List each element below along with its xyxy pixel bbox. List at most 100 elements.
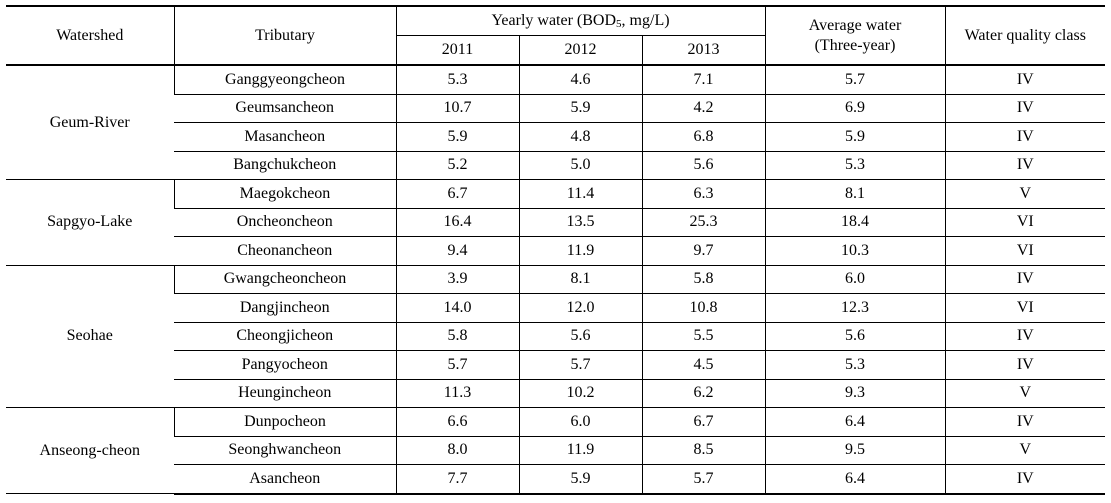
average-cell: 5.7 <box>764 65 946 95</box>
tributary-cell: Ganggyeongcheon <box>173 65 396 95</box>
table-row: Sapgyo-Lake Maegokcheon 6.7 11.4 6.3 8.1 V <box>6 179 1106 266</box>
tributary-cell: Asancheon <box>174 464 396 495</box>
tributary-cell: Oncheoncheon <box>174 208 396 237</box>
value-2011-cell: 5.9 <box>395 122 519 152</box>
value-2011-cell: 5.7 <box>395 350 519 380</box>
header-yearly-prefix: Yearly water (BOD <box>491 12 617 29</box>
tributary-cell: Cheonancheon <box>174 236 396 266</box>
header-yearly-suffix: , mg/L) <box>621 12 670 29</box>
watershed-cell: Seohae <box>6 265 174 408</box>
value-2012-cell: 4.6 <box>518 65 642 95</box>
watershed-cell: Geum-River <box>6 65 174 180</box>
value-2013-cell: 4.2 <box>641 94 766 123</box>
value-2013-cell: 6.7 <box>641 407 766 437</box>
value-2012-cell: 11.9 <box>518 236 642 266</box>
table-row: Bangchukcheon 5.2 5.0 5.6 5.3 IV <box>6 151 1106 180</box>
average-cell: 12.3 <box>764 293 946 323</box>
table-container: Watershed Tributary Yearly water (BOD5, … <box>6 5 1106 495</box>
class-cell: IV <box>944 151 1106 180</box>
header-tributary: Tributary <box>173 5 396 66</box>
header-yearly-water: Yearly water (BOD5, mg/L) <box>395 5 766 36</box>
value-2013-cell: 4.5 <box>641 350 766 380</box>
tributary-cell: Cheongjicheon <box>174 322 396 351</box>
tributary-cell: Heungincheon <box>174 379 396 408</box>
average-cell: 9.5 <box>764 436 946 465</box>
header-average-line2: (Three-year) <box>814 36 896 54</box>
value-2011-cell: 5.8 <box>395 322 519 351</box>
value-2012-cell: 5.9 <box>518 464 642 495</box>
tributary-cell: Maegokcheon <box>173 179 396 209</box>
tributary-cell: Geumsancheon <box>174 94 396 123</box>
water-quality-table: Watershed Tributary Yearly water (BOD5, … <box>6 5 1106 495</box>
class-cell: IV <box>944 322 1106 351</box>
value-2013-cell: 5.6 <box>641 151 766 180</box>
value-2012-cell: 12.0 <box>518 293 642 323</box>
value-2011-cell: 3.9 <box>395 265 519 294</box>
table-row: Seonghwancheon 8.0 11.9 8.5 9.5 V <box>6 436 1106 465</box>
value-2011-cell: 7.7 <box>395 464 519 495</box>
header-water-quality-class: Water quality class <box>944 5 1106 66</box>
watershed-cell: Anseong-cheon <box>6 407 174 494</box>
table-row: Seohae Gwangcheoncheon 3.9 8.1 5.8 6.0 IV <box>6 265 1106 408</box>
value-2012-cell: 4.8 <box>518 122 642 152</box>
value-2011-cell: 6.7 <box>395 179 519 209</box>
value-2011-cell: 14.0 <box>395 293 519 323</box>
average-cell: 5.3 <box>764 350 946 380</box>
value-2013-cell: 6.3 <box>641 179 766 209</box>
value-2012-cell: 5.7 <box>518 350 642 380</box>
value-2013-cell: 9.7 <box>641 236 766 266</box>
class-cell: IV <box>944 407 1106 437</box>
value-2011-cell: 5.2 <box>395 151 519 180</box>
average-cell: 5.9 <box>764 122 946 152</box>
table-header: Watershed Tributary Yearly water (BOD5, … <box>6 5 1106 66</box>
average-cell: 6.0 <box>764 265 946 294</box>
value-2012-cell: 5.0 <box>518 151 642 180</box>
average-cell: 5.3 <box>764 151 946 180</box>
table-row: Dangjincheon 14.0 12.0 10.8 12.3 VI <box>6 293 1106 323</box>
class-cell: VI <box>944 293 1106 323</box>
table-row: Geum-River Ganggyeongcheon 5.3 4.6 7.1 5.7 IV <box>6 65 1106 180</box>
value-2012-cell: 13.5 <box>518 208 642 237</box>
class-cell: VI <box>944 208 1106 237</box>
tributary-cell: Pangyocheon <box>174 350 396 380</box>
class-cell: V <box>944 179 1106 209</box>
class-cell: IV <box>944 350 1106 380</box>
class-cell: IV <box>944 65 1106 95</box>
average-cell: 6.4 <box>764 407 946 437</box>
value-2012-cell: 5.6 <box>518 322 642 351</box>
class-cell: IV <box>944 122 1106 152</box>
table-body: Geum-River Ganggyeongcheon 5.3 4.6 7.1 5.7 IV G… <box>6 65 1106 495</box>
value-2013-cell: 5.7 <box>641 464 766 495</box>
table-row: Geumsancheon 10.7 5.9 4.2 6.9 IV <box>6 94 1106 123</box>
value-2011-cell: 5.3 <box>395 65 519 95</box>
header-yearly-subscript: 5 <box>616 18 622 30</box>
value-2012-cell: 10.2 <box>518 379 642 408</box>
tributary-cell: Dangjincheon <box>174 293 396 323</box>
value-2012-cell: 5.9 <box>518 94 642 123</box>
value-2012-cell: 8.1 <box>518 265 642 294</box>
average-cell: 9.3 <box>764 379 946 408</box>
table-row: Masancheon 5.9 4.8 6.8 5.9 IV <box>6 122 1106 152</box>
value-2012-cell: 6.0 <box>518 407 642 437</box>
value-2011-cell: 8.0 <box>395 436 519 465</box>
header-year-2011: 2011 <box>395 35 519 66</box>
value-2011-cell: 6.6 <box>395 407 519 437</box>
value-2011-cell: 16.4 <box>395 208 519 237</box>
table-row: Pangyocheon 5.7 5.7 4.5 5.3 IV <box>6 350 1106 380</box>
value-2013-cell: 8.5 <box>641 436 766 465</box>
average-cell: 18.4 <box>764 208 946 237</box>
value-2012-cell: 11.9 <box>518 436 642 465</box>
average-cell: 6.4 <box>764 464 946 495</box>
class-cell: V <box>944 436 1106 465</box>
class-cell: IV <box>944 464 1106 495</box>
value-2013-cell: 6.8 <box>641 122 766 152</box>
average-cell: 6.9 <box>764 94 946 123</box>
watershed-cell: Sapgyo-Lake <box>6 179 174 266</box>
class-cell: VI <box>944 236 1106 266</box>
header-average-line1: Average water <box>808 16 902 34</box>
table-row: Heungincheon 11.3 10.2 6.2 9.3 V <box>6 379 1106 408</box>
tributary-cell: Seonghwancheon <box>174 436 396 465</box>
class-cell: IV <box>944 94 1106 123</box>
value-2013-cell: 6.2 <box>641 379 766 408</box>
value-2012-cell: 11.4 <box>518 179 642 209</box>
